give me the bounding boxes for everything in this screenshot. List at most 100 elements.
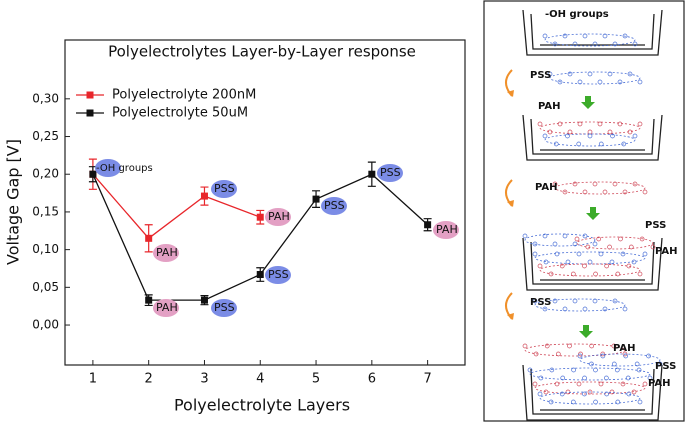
legend-marker	[86, 109, 94, 117]
green-arrow	[586, 207, 600, 220]
orange-head	[507, 313, 514, 320]
series-line	[92, 173, 261, 240]
polymer-bead	[587, 129, 593, 135]
polymer-bead	[552, 181, 558, 187]
polymer-bead	[611, 343, 617, 349]
polymer-bead	[533, 351, 539, 357]
polymer-bead	[585, 244, 591, 250]
polymer	[554, 181, 646, 195]
polymer-bead	[639, 236, 645, 242]
polymer	[529, 367, 651, 381]
polymer-bead	[565, 259, 571, 265]
polymer-bead	[532, 298, 538, 304]
polymer-bead	[602, 33, 608, 39]
marker	[312, 195, 320, 203]
polymer-bead	[554, 251, 560, 257]
polymer	[539, 391, 641, 405]
polymer-bead	[574, 236, 580, 242]
polymer	[579, 353, 661, 367]
x-tick-label: 7	[423, 372, 431, 387]
polymer-bead	[582, 33, 588, 39]
legend-label: Polyelectrolyte 200nM	[112, 88, 256, 103]
polymer-bead	[582, 233, 588, 239]
polymer-bead	[631, 389, 637, 395]
polymer	[534, 381, 646, 395]
polymer-bead	[597, 121, 603, 127]
annotation-bubble	[211, 180, 237, 198]
polymer-bead	[600, 351, 606, 357]
y-tick-label: 0,30	[32, 91, 59, 105]
polymer-bead	[618, 236, 623, 242]
polymer-bead	[615, 271, 621, 277]
polymer-bead	[620, 251, 626, 257]
polymer-bead	[587, 133, 593, 139]
polymer-bead	[542, 133, 548, 139]
polymer-bead	[592, 241, 598, 247]
polymer-bead	[549, 367, 555, 373]
legend-label: Polyelectrolyte 50uM	[112, 106, 248, 121]
polymer-bead	[587, 71, 593, 77]
y-tick-label: 0,25	[32, 129, 59, 143]
polymer-bead	[612, 181, 618, 187]
marker	[256, 213, 264, 221]
polymer-bead	[637, 79, 643, 85]
polymer-bead	[547, 129, 553, 135]
diagram-label: PAH	[538, 101, 561, 112]
polymer-bead	[560, 375, 566, 381]
polymer	[524, 343, 626, 357]
polymer-bead	[610, 133, 615, 139]
annotation-bubble	[433, 221, 459, 239]
polymer-bead	[576, 251, 582, 257]
polymer-bead	[552, 298, 558, 304]
electrode	[522, 9, 663, 56]
polymer	[544, 33, 636, 47]
polymer-bead	[592, 298, 598, 304]
polymer-bead	[634, 361, 640, 367]
orange-head	[507, 90, 514, 97]
polymer-bead	[565, 389, 571, 395]
polymer-bead	[602, 189, 608, 195]
diagram-label: PSS	[530, 297, 551, 308]
polymer	[534, 251, 646, 265]
polymer-bead	[542, 306, 548, 312]
polymer-bead	[604, 263, 610, 269]
polymer-bead	[617, 121, 623, 127]
polymer-bead	[614, 367, 620, 373]
y-tick-label: 0,10	[32, 242, 59, 256]
polymer-bead	[577, 79, 583, 85]
polymer-bead	[576, 381, 582, 387]
marker	[89, 170, 97, 178]
polymer-bead	[572, 41, 578, 47]
polymer-bead	[567, 71, 573, 77]
polymer-bead	[543, 389, 549, 395]
green-arrow	[581, 96, 595, 109]
polymer-bead	[623, 353, 629, 359]
annotation: -OH groups	[96, 163, 153, 174]
polymer-bead	[543, 259, 549, 265]
polymer-bead	[646, 353, 651, 359]
polymer-bead	[522, 233, 528, 239]
polymer-bead	[631, 259, 637, 265]
annotation: PSS	[380, 166, 401, 179]
diagram-label: PSS	[530, 70, 551, 81]
annotation: PSS	[214, 182, 235, 195]
polymer-bead	[577, 121, 583, 127]
polymer-bead	[532, 241, 538, 247]
polymer-bead	[582, 391, 587, 397]
polymer-bead	[650, 244, 656, 250]
legend-marker	[86, 91, 94, 99]
polymer-bead	[552, 241, 558, 247]
diagram-label: PAH	[535, 182, 558, 193]
polymer-bead	[532, 251, 538, 257]
diagram: -OH groups PSS PAH PAH PSS PAH PSS PAH PSS PAH	[505, 9, 678, 421]
marker	[424, 221, 432, 229]
polymer-bead	[600, 353, 606, 359]
polymer-bead	[592, 41, 598, 47]
polymer-bead	[562, 233, 568, 239]
orange-head	[507, 200, 514, 207]
x-tick-label: 1	[89, 372, 97, 387]
polymer-bead	[593, 399, 598, 405]
polymer-bead	[607, 71, 613, 77]
marker	[256, 271, 264, 279]
polymer	[576, 236, 654, 250]
